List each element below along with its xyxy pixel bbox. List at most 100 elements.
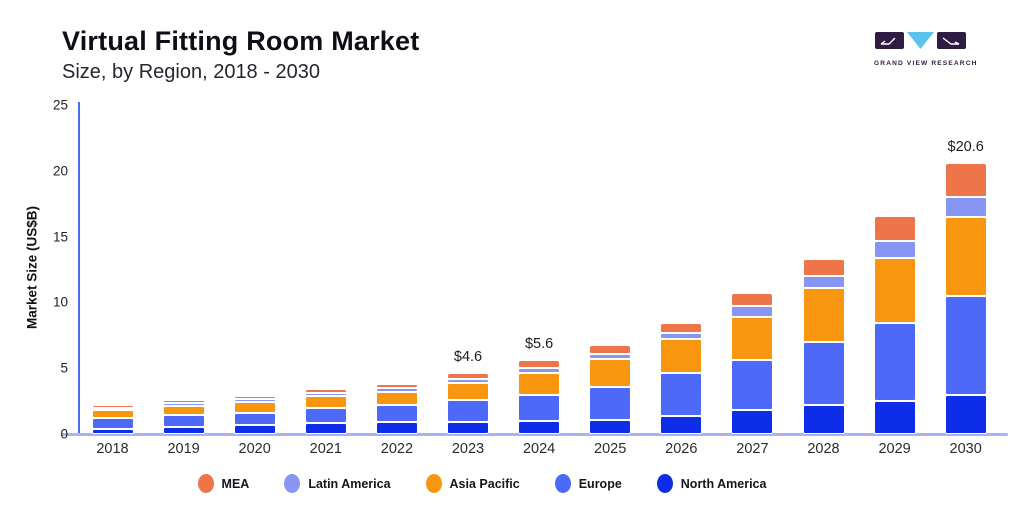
bar-segment-mea-2029 xyxy=(873,215,916,241)
bar-segment-north-america-2023 xyxy=(447,422,489,434)
bar-segment-mea-2022 xyxy=(375,383,418,388)
gvr-logo: GRAND VIEW RESEARCH xyxy=(874,31,978,67)
bar-segment-asia-pacific-2019 xyxy=(162,405,205,415)
legend-label-latin-america: Latin America xyxy=(308,476,391,491)
legend-label-north-america: North America xyxy=(680,476,767,491)
y-tick-label-15: 15 xyxy=(52,229,68,245)
bar-segment-europe-2022 xyxy=(375,405,418,423)
bar-segment-mea-2020 xyxy=(233,395,276,400)
bar-segment-latin-america-2026 xyxy=(660,332,703,340)
bar-segment-mea-2024 xyxy=(518,360,561,369)
bar-segment-mea-2019 xyxy=(162,399,205,404)
bar-segment-asia-pacific-2021 xyxy=(304,396,347,409)
y-tick-label-10: 10 xyxy=(52,294,68,310)
bar-segment-asia-pacific-2025 xyxy=(589,358,632,387)
bar-segment-north-america-2018 xyxy=(91,428,134,434)
x-axis-label-2024: 2024 xyxy=(522,441,556,457)
x-axis-label-2020: 2020 xyxy=(238,441,271,457)
bar-segment-north-america-2022 xyxy=(375,422,418,434)
x-axis-label-2025: 2025 xyxy=(594,441,627,457)
bar-segment-latin-america-2023 xyxy=(447,378,489,383)
bar-segment-mea-2025 xyxy=(589,344,632,354)
legend-dot-asia-pacific xyxy=(425,474,442,493)
bar-segment-latin-america-2027 xyxy=(731,306,774,317)
bar-segment-asia-pacific-2029 xyxy=(873,257,916,324)
bar-segment-north-america-2024 xyxy=(518,420,561,434)
legend-item-europe: Europe xyxy=(554,474,622,493)
x-axis-label-2022: 2022 xyxy=(380,441,414,457)
legend-dot-north-america xyxy=(656,474,673,493)
bar-segment-mea-2026 xyxy=(660,323,703,333)
bar-segment-asia-pacific-2027 xyxy=(731,316,774,361)
value-label-2024: $5.6 xyxy=(524,336,554,353)
bar-segment-asia-pacific-2020 xyxy=(233,402,276,413)
bar-segment-latin-america-2024 xyxy=(518,368,561,374)
bar-segment-asia-pacific-2028 xyxy=(802,287,845,342)
x-axis-label-2023: 2023 xyxy=(451,441,485,457)
bar-segment-latin-america-2022 xyxy=(375,387,418,392)
y-tick-label-0: 0 xyxy=(60,426,68,442)
legend-label-mea: MEA xyxy=(221,476,250,491)
legend-item-mea: MEA xyxy=(197,474,250,493)
legend-item-north-america: North America xyxy=(656,474,767,493)
bar-segment-north-america-2027 xyxy=(731,410,774,434)
bar-segment-mea-2030 xyxy=(944,162,987,198)
bar-segment-latin-america-2020 xyxy=(233,399,276,403)
legend-label-europe: Europe xyxy=(578,476,622,491)
value-label-2023: $4.6 xyxy=(453,349,483,366)
bar-segment-latin-america-2018 xyxy=(91,407,134,411)
bar-segment-europe-2019 xyxy=(162,414,205,427)
bar-segment-north-america-2021 xyxy=(304,422,347,434)
bar-segment-asia-pacific-2030 xyxy=(944,216,987,296)
bar-segment-europe-2021 xyxy=(304,408,347,423)
bar-segment-latin-america-2028 xyxy=(802,276,845,288)
x-axis-label-2029: 2029 xyxy=(878,441,911,457)
gvr-logo-icon xyxy=(875,32,966,49)
x-axis-label-2028: 2028 xyxy=(807,441,840,457)
bar-segment-asia-pacific-2026 xyxy=(660,339,703,374)
bar-segment-asia-pacific-2022 xyxy=(375,391,418,406)
bar-segment-latin-america-2019 xyxy=(162,403,205,406)
bar-segment-north-america-2019 xyxy=(162,426,205,434)
bar-segment-asia-pacific-2018 xyxy=(91,410,134,419)
legend-dot-latin-america xyxy=(284,474,301,493)
legend-item-latin-america: Latin America xyxy=(284,474,391,493)
bar-segment-north-america-2026 xyxy=(660,415,703,434)
bar-segment-north-america-2020 xyxy=(233,424,276,434)
bar-segment-europe-2024 xyxy=(518,394,561,421)
x-axis-label-2018: 2018 xyxy=(96,441,129,457)
bar-segment-latin-america-2021 xyxy=(304,393,347,397)
bar-segment-asia-pacific-2024 xyxy=(518,373,561,395)
bar-segment-latin-america-2030 xyxy=(944,197,987,217)
bar-segment-mea-2023 xyxy=(447,373,489,379)
bar-segment-europe-2020 xyxy=(233,412,276,425)
bar-segment-asia-pacific-2023 xyxy=(447,382,489,400)
y-axis-title: Market Size (US$B) xyxy=(24,205,40,330)
bar-segment-europe-2025 xyxy=(589,386,632,420)
legend-dot-mea xyxy=(197,474,214,493)
gvr-logo-text: GRAND VIEW RESEARCH xyxy=(874,60,978,67)
legend-item-asia-pacific: Asia Pacific xyxy=(425,474,520,493)
bar-segment-latin-america-2029 xyxy=(873,240,916,258)
x-axis-label-2019: 2019 xyxy=(167,441,200,457)
y-tick-label-5: 5 xyxy=(60,360,68,376)
legend-dot-europe xyxy=(554,474,571,493)
bar-segment-europe-2028 xyxy=(802,341,845,406)
bar-segment-mea-2018 xyxy=(91,405,134,408)
x-axis-label-2030: 2030 xyxy=(949,441,982,457)
y-axis-line xyxy=(78,102,80,435)
y-tick-label-20: 20 xyxy=(52,163,68,179)
bar-segment-north-america-2029 xyxy=(873,401,916,434)
x-axis-label-2026: 2026 xyxy=(665,441,698,457)
bar-segment-europe-2023 xyxy=(447,399,489,423)
bar-segment-europe-2029 xyxy=(873,323,916,402)
x-axis-line xyxy=(61,433,1008,436)
bar-segment-europe-2030 xyxy=(944,295,987,395)
bar-segment-europe-2027 xyxy=(731,360,774,411)
x-axis-label-2027: 2027 xyxy=(736,441,769,457)
x-axis-label-2021: 2021 xyxy=(309,441,342,457)
value-label-2030: $20.6 xyxy=(947,138,984,155)
bar-segment-europe-2026 xyxy=(660,373,703,416)
bar-segment-latin-america-2025 xyxy=(589,353,632,359)
legend-label-asia-pacific: Asia Pacific xyxy=(449,476,520,491)
